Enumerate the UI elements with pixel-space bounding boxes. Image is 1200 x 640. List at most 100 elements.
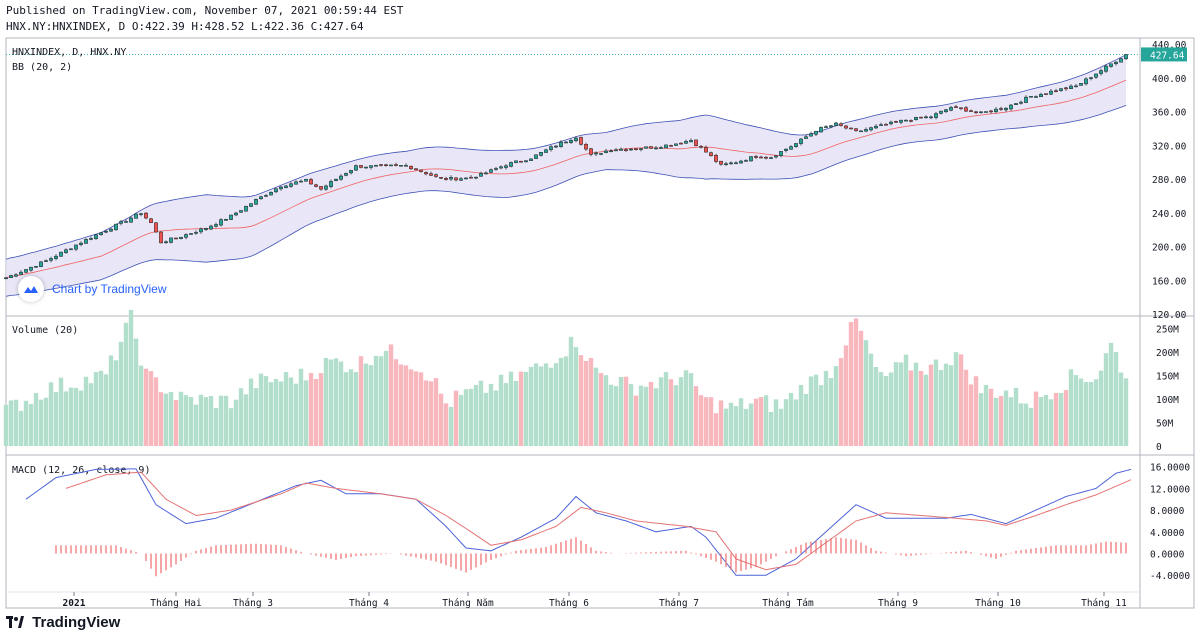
candle-body bbox=[954, 106, 958, 108]
volume-bar bbox=[303, 380, 309, 446]
volume-bar bbox=[468, 388, 474, 446]
volume-bar bbox=[833, 366, 839, 446]
price-tick-label: 280.00 bbox=[1152, 175, 1187, 186]
candle-body bbox=[14, 274, 18, 277]
volume-bar bbox=[138, 365, 144, 446]
candle-body bbox=[639, 148, 643, 150]
volume-bar bbox=[463, 389, 469, 446]
volume-bar bbox=[678, 377, 684, 446]
volume-bar bbox=[723, 408, 729, 446]
volume-bar bbox=[773, 399, 779, 446]
candle-body bbox=[754, 156, 758, 158]
volume-bar bbox=[308, 372, 314, 446]
price-tick-label: 360.00 bbox=[1152, 108, 1187, 119]
volume-bar bbox=[328, 359, 334, 446]
volume-bar bbox=[188, 396, 194, 446]
candle-body bbox=[364, 166, 368, 169]
volume-bar bbox=[483, 392, 489, 446]
candle-body bbox=[644, 146, 648, 149]
volume-bar bbox=[153, 377, 159, 446]
volume-bar bbox=[533, 363, 539, 446]
bb-basis-line bbox=[5, 79, 1127, 279]
volume-bar bbox=[1053, 392, 1059, 446]
volume-bar bbox=[1013, 387, 1019, 446]
brand-footer[interactable]: TradingView bbox=[6, 614, 120, 632]
macd-tick-label: 0.0000 bbox=[1150, 549, 1185, 560]
volume-bar bbox=[298, 368, 304, 446]
candle-body bbox=[699, 145, 703, 148]
candle-body bbox=[269, 192, 273, 196]
volume-bar bbox=[1098, 370, 1104, 446]
volume-bar bbox=[1063, 390, 1069, 446]
candle-body bbox=[669, 145, 673, 147]
candle-body bbox=[49, 258, 53, 261]
candle-body bbox=[979, 111, 983, 113]
candle-body bbox=[609, 150, 613, 153]
candle-body bbox=[774, 155, 778, 158]
volume-bar bbox=[233, 399, 239, 446]
volume-bar bbox=[528, 366, 534, 446]
candle-body bbox=[244, 205, 248, 212]
time-tick-label: Tháng 6 bbox=[549, 598, 589, 609]
volume-bar bbox=[703, 397, 709, 446]
candle-body bbox=[504, 165, 508, 168]
volume-bar bbox=[183, 395, 189, 446]
candle-body bbox=[844, 125, 848, 129]
candle-body bbox=[484, 172, 488, 175]
volume-bar bbox=[913, 362, 919, 446]
macd-line bbox=[25, 468, 1132, 576]
volume-tick-label: 100M bbox=[1156, 395, 1179, 406]
volume-bar bbox=[978, 393, 984, 446]
chart-watermark[interactable]: Chart by TradingView bbox=[18, 276, 167, 302]
price-tick-label: 240.00 bbox=[1152, 209, 1187, 220]
volume-bar bbox=[618, 377, 624, 446]
time-tick-label: Tháng 10 bbox=[975, 598, 1021, 609]
volume-bar bbox=[368, 365, 374, 446]
candle-body bbox=[64, 249, 68, 253]
candle-body bbox=[989, 110, 993, 113]
volume-bar bbox=[458, 394, 464, 446]
candle-body bbox=[599, 153, 603, 155]
volume-bar bbox=[763, 395, 769, 446]
candle-body bbox=[624, 149, 628, 151]
volume-bar bbox=[683, 370, 689, 446]
candle-body bbox=[509, 162, 513, 167]
volume-bar bbox=[1018, 403, 1024, 446]
volume-bar bbox=[893, 362, 899, 446]
candle-body bbox=[479, 173, 483, 177]
candle-body bbox=[134, 213, 138, 219]
candle-body bbox=[974, 111, 978, 114]
candle-body bbox=[249, 203, 253, 207]
volume-bar bbox=[113, 360, 119, 446]
candle-body bbox=[864, 129, 868, 132]
volume-bar bbox=[808, 376, 814, 446]
candle-body bbox=[44, 260, 48, 262]
macd-tick-label: 16.0000 bbox=[1150, 463, 1190, 474]
volume-bar bbox=[208, 396, 214, 446]
volume-bar bbox=[283, 372, 289, 446]
candle-body bbox=[319, 186, 323, 190]
bb-upper-line bbox=[5, 54, 1127, 260]
candle-body bbox=[879, 124, 883, 126]
candle-body bbox=[129, 217, 133, 223]
volume-bar bbox=[758, 397, 764, 446]
candle-body bbox=[634, 148, 638, 151]
candle-body bbox=[1104, 65, 1108, 72]
volume-bar bbox=[273, 378, 279, 446]
candle-body bbox=[329, 181, 333, 187]
candle-body bbox=[99, 232, 103, 236]
candle-body bbox=[919, 116, 923, 119]
volume-bar bbox=[268, 382, 274, 446]
macd-pane-title: MACD (12, 26, close, 9) bbox=[12, 465, 150, 476]
volume-bar bbox=[1088, 381, 1094, 446]
candle-body bbox=[854, 128, 858, 131]
volume-bar bbox=[293, 383, 299, 446]
candle-body bbox=[744, 160, 748, 162]
volume-bar bbox=[968, 384, 974, 446]
volume-bar bbox=[78, 390, 84, 446]
volume-bar bbox=[983, 384, 989, 446]
candle-body bbox=[1124, 54, 1128, 60]
candle-body bbox=[89, 238, 93, 240]
volume-bar bbox=[228, 408, 234, 446]
